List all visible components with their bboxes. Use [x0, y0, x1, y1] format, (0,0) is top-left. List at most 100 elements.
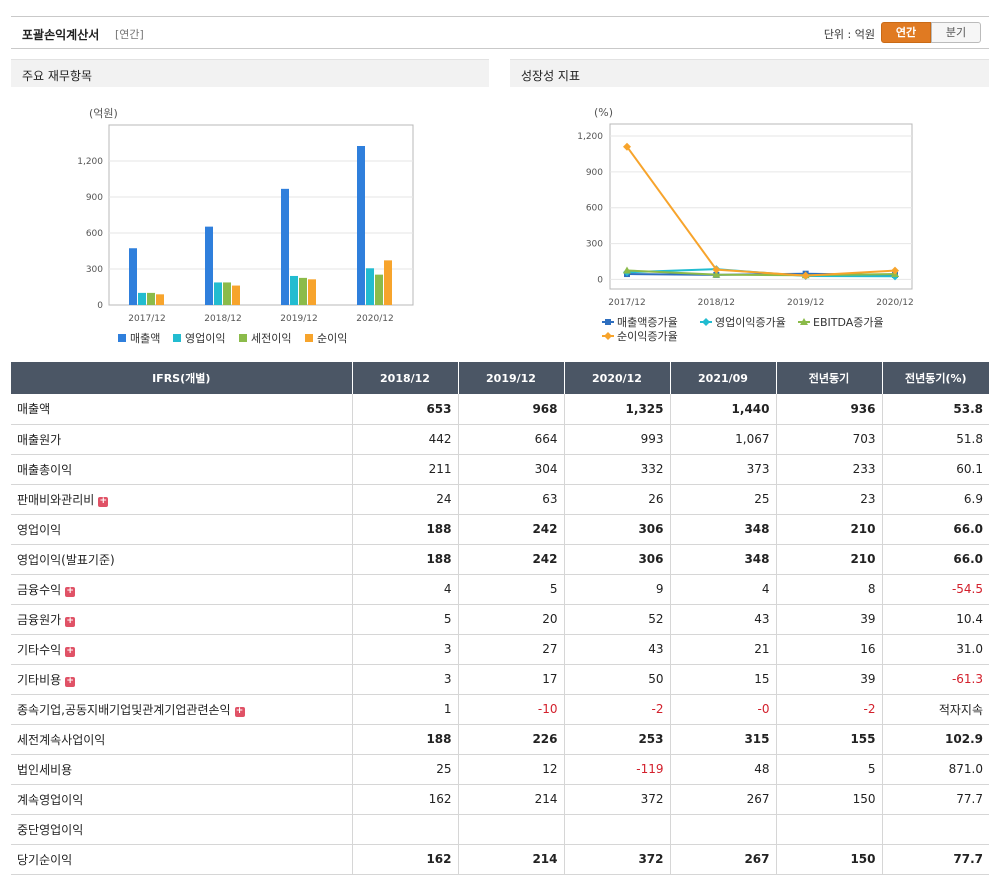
table-cell: 253 — [563, 724, 670, 755]
point-매출액증가율 — [605, 319, 611, 325]
table-cell: 4 — [351, 574, 458, 605]
financial-items-panel-title: 주요 재무항목 — [11, 59, 489, 87]
bar-매출액 — [129, 248, 137, 305]
bar-순이익 — [384, 260, 392, 305]
table-cell: 267 — [669, 784, 776, 815]
table-row: 판매비와관리비 +24 63 26 25 23 6.9 — [11, 484, 989, 515]
table-cell: 210 — [775, 514, 882, 545]
expand-plus-icon[interactable]: + — [98, 495, 109, 507]
table-row: 영업이익(발표기준) 188 242 306 348 210 66.0 — [11, 544, 989, 575]
row-label[interactable]: 금융원가 + — [11, 604, 352, 635]
table-cell: 968 — [457, 394, 564, 425]
row-label[interactable]: 금융수익 + — [11, 574, 352, 605]
table-cell: 871.0 — [881, 754, 989, 785]
annual-toggle-button[interactable]: 연간 — [881, 22, 931, 43]
bar-순이익 — [308, 279, 316, 305]
table-cell: 211 — [351, 454, 458, 485]
table-cell: 25 — [669, 484, 776, 515]
row-label[interactable]: 기타수익 + — [11, 634, 352, 665]
table-cell: 43 — [563, 634, 670, 665]
bar-세전이익 — [299, 277, 307, 305]
table-cell: 348 — [669, 514, 776, 545]
x-tick-label: 2019/12 — [787, 298, 824, 308]
expand-plus-icon[interactable]: + — [65, 585, 76, 597]
table-cell: 304 — [457, 454, 564, 485]
table-cell: 233 — [775, 454, 882, 485]
table-cell: 664 — [457, 424, 564, 455]
point-EBITDA증가율 — [800, 318, 808, 325]
statement-title: 포괄손익계산서 — [22, 28, 100, 42]
table-cell: 26 — [563, 484, 670, 515]
y-tick-label: 1,200 — [577, 132, 603, 142]
bar-영업이익 — [366, 268, 374, 305]
expand-plus-icon[interactable]: + — [65, 675, 76, 687]
table-cell: 31.0 — [881, 634, 989, 665]
table-cell: 242 — [457, 514, 564, 545]
table-row: 계속영업이익 162 214 372 267 150 77.7 — [11, 784, 989, 815]
bar-세전이익 — [375, 274, 383, 305]
y-axis-label: (%) — [594, 106, 613, 119]
table-cell: 150 — [775, 784, 882, 815]
table-cell: 162 — [351, 844, 458, 875]
y-tick-label: 1,200 — [77, 157, 103, 167]
table-cell: 703 — [775, 424, 882, 455]
row-label: 계속영업이익 — [11, 784, 352, 815]
row-label: 매출총이익 — [11, 454, 352, 485]
x-tick-label: 2017/12 — [128, 314, 165, 324]
row-label: 영업이익 — [11, 514, 352, 545]
table-cell: 188 — [351, 514, 458, 545]
legend-swatch — [239, 334, 247, 342]
table-cell: -119 — [563, 754, 670, 785]
expand-plus-icon[interactable]: + — [65, 645, 76, 657]
table-cell: 48 — [669, 754, 776, 785]
table-cell: 3 — [351, 634, 458, 665]
quarter-toggle-button[interactable]: 분기 — [931, 22, 981, 43]
table-cell: 332 — [563, 454, 670, 485]
expand-plus-icon[interactable]: + — [234, 705, 245, 717]
table-cell: 214 — [457, 844, 564, 875]
legend-label: 순이익 — [317, 332, 347, 345]
table-cell: 1,440 — [669, 394, 776, 425]
table-cell: 242 — [457, 544, 564, 575]
y-tick-label: 0 — [97, 301, 103, 311]
table-cell: -54.5 — [881, 574, 989, 605]
table-cell: 372 — [563, 784, 670, 815]
row-label[interactable]: 기타비용 + — [11, 664, 352, 695]
table-cell: 10.4 — [881, 604, 989, 635]
table-row: 매출총이익 211 304 332 373 233 60.1 — [11, 454, 989, 485]
y-tick-label: 300 — [86, 265, 103, 275]
table-cell: 348 — [669, 544, 776, 575]
legend-label: 매출액증가율 — [617, 316, 678, 329]
row-label-text: 세전계속사업이익 — [17, 732, 106, 747]
table-cell: 306 — [563, 544, 670, 575]
table-cell: 9 — [563, 574, 670, 605]
table-cell: 1 — [351, 694, 458, 725]
row-label: 세전계속사업이익 — [11, 724, 352, 755]
table-cell: 51.8 — [881, 424, 989, 455]
table-cell: 5 — [351, 604, 458, 635]
legend-swatch — [118, 334, 126, 342]
row-label[interactable]: 종속기업,공동지배기업및관계기업관련손익 + — [11, 694, 352, 725]
row-label: 매출액 — [11, 394, 352, 425]
growth-line-chart: (%) 0 300 600 900 1,200 2017/12 2018/12 2019/12 2… — [577, 106, 913, 343]
row-label[interactable]: 판매비와관리비 + — [11, 484, 352, 515]
column-header: 2021/09 — [669, 362, 776, 394]
column-header: IFRS(개별) — [11, 362, 352, 394]
table-cell: 210 — [775, 544, 882, 575]
expand-plus-icon[interactable]: + — [65, 615, 76, 627]
table-cell: 162 — [351, 784, 458, 815]
column-header: 2020/12 — [563, 362, 670, 394]
y-tick-label: 900 — [586, 168, 603, 178]
row-label-text: 종속기업,공동지배기업및관계기업관련손익 — [17, 702, 231, 717]
bar-세전이익 — [147, 292, 155, 305]
table-cell: 적자지속 — [881, 694, 989, 725]
table-cell: 25 — [351, 754, 458, 785]
table-row: 영업이익 188 242 306 348 210 66.0 — [11, 514, 989, 545]
table-cell: 188 — [351, 724, 458, 755]
legend-swatch — [173, 334, 181, 342]
legend-label: 영업이익증가율 — [715, 316, 786, 329]
x-tick-label: 2018/12 — [204, 314, 241, 324]
column-header: 전년동기(%) — [881, 362, 989, 394]
x-tick-label: 2017/12 — [608, 298, 645, 308]
row-label-text: 법인세비용 — [17, 762, 73, 777]
